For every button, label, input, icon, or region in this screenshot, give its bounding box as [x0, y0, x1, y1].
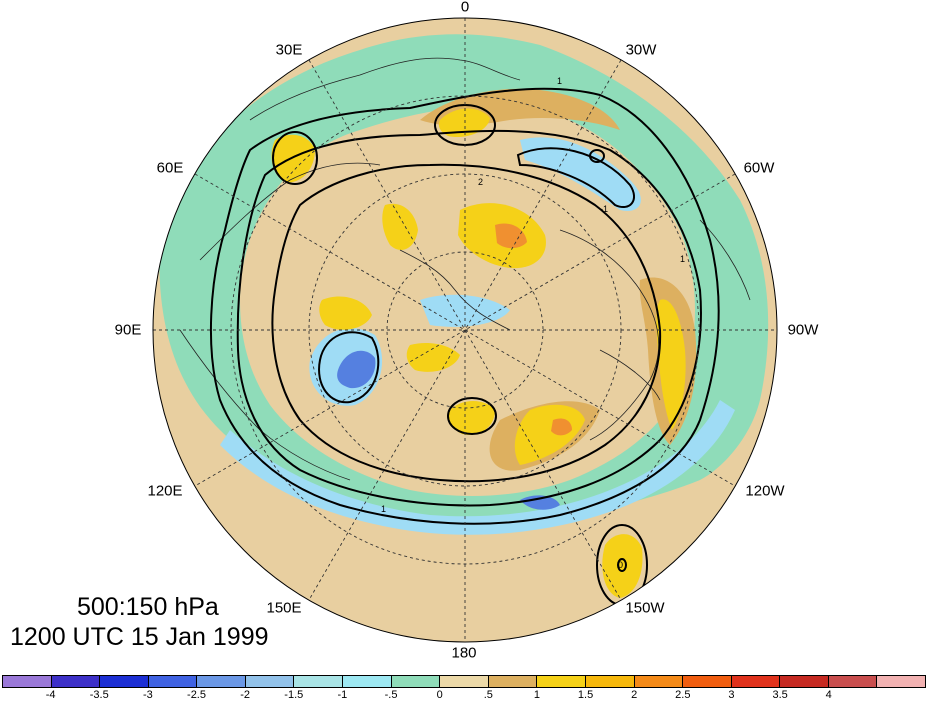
- colorbar-tick-label: 0: [436, 689, 443, 701]
- colorbar-swatch: [683, 676, 732, 687]
- colorbar-swatch: [148, 676, 198, 687]
- map-boundary: [152, 17, 778, 643]
- field-region-yellow-east: [656, 299, 686, 430]
- colorbar-swatch: [877, 676, 925, 687]
- title-time: 1200 UTC 15 Jan 1999: [10, 623, 269, 651]
- contour-label: 1: [557, 76, 562, 86]
- colorbar-tick-label: 1.5: [577, 689, 594, 701]
- colorbar-swatch: [488, 676, 538, 687]
- field-region-blue-center: [420, 294, 510, 327]
- colorbar-tick-label: -4: [45, 689, 56, 701]
- lon-label-60e: 60E: [156, 159, 184, 177]
- colorbar-swatch: [245, 676, 295, 687]
- field-region-orange-southeast: [551, 418, 572, 436]
- colorbar-tick-label: 4: [825, 689, 832, 701]
- colorbar-swatch: [585, 676, 635, 687]
- field-region-yellow-north: [438, 108, 490, 138]
- colorbar-swatch: [3, 676, 52, 687]
- lon-label-30w: 30W: [625, 41, 657, 59]
- contour-label: 1: [680, 254, 685, 264]
- colorbar-tick-label: -1.5: [284, 689, 304, 701]
- field-region-blue-arc: [520, 137, 641, 211]
- lon-label-180: 180: [451, 644, 477, 662]
- map-field: [153, 18, 777, 642]
- lon-label-90w: 90W: [787, 321, 819, 339]
- lon-label-0: 0: [460, 0, 470, 16]
- colorbar-swatch: [828, 676, 878, 687]
- lon-label-150e: 150E: [266, 599, 302, 617]
- contour-label: 1: [381, 504, 386, 514]
- field-region-yellow-southeast: [514, 404, 585, 465]
- colorbar-tick-label: 1: [533, 689, 540, 701]
- colorbar-tick-label: 3.5: [772, 689, 788, 701]
- colorbar-tick-label: -1: [337, 689, 348, 701]
- colorbar-tick-label: -.5: [384, 689, 398, 701]
- lon-label-150w: 150W: [625, 599, 665, 617]
- lon-label-90e: 90E: [114, 321, 142, 339]
- field-region-yellow-west2: [319, 296, 372, 330]
- field-region-yellow-150w: [602, 534, 643, 598]
- colorbar-tick-label: 2.5: [675, 689, 691, 701]
- field-region-yellow-inner-south: [448, 401, 495, 435]
- contour-label: 0: [618, 560, 623, 570]
- field-region-blue-deep: [337, 350, 376, 389]
- contour-label-group: 1 2 1 1 -1 0: [381, 76, 685, 570]
- colorbar-tick-label: .5: [483, 689, 493, 701]
- colorbar-tick-label: -2.5: [187, 689, 206, 701]
- colorbar-swatch: [391, 676, 441, 687]
- colorbar-swatch: [731, 676, 781, 687]
- colorbar-swatch: [780, 676, 829, 687]
- graticule: [153, 18, 777, 642]
- colorbar-tick-label: 2: [631, 689, 638, 701]
- colorbar-swatch: [197, 676, 246, 687]
- colorbar-swatch: [294, 676, 344, 687]
- colorbar-swatch: [343, 676, 392, 687]
- colorbar-swatch: [51, 676, 101, 687]
- colorbar-tick-label: 3: [728, 689, 735, 701]
- colorbar-swatch: [440, 676, 489, 687]
- colorbar-swatch: [537, 676, 586, 687]
- field-region-blue-deep-south: [520, 495, 560, 510]
- colorbar: [2, 675, 926, 688]
- lon-label-120e: 120E: [147, 482, 183, 500]
- title-level: 500:150 hPa: [77, 593, 219, 621]
- coastlines: [179, 57, 751, 481]
- field-region-yellow-west: [382, 203, 418, 250]
- field-region-orange-center-north: [495, 223, 527, 249]
- contour-label: -1: [600, 204, 608, 214]
- lon-label-30e: 30E: [275, 41, 303, 59]
- colorbar-tick-label: -3.5: [89, 689, 109, 701]
- colorbar-tick-label: -2: [240, 689, 251, 701]
- lon-label-120w: 120W: [745, 482, 785, 500]
- field-region-yellow-60e: [271, 134, 315, 183]
- contour-label: 2: [478, 177, 483, 187]
- contours: [209, 87, 720, 606]
- colorbar-swatch: [634, 676, 684, 687]
- field-region-yellow-center: [406, 343, 460, 372]
- lon-label-60w: 60W: [743, 159, 775, 177]
- colorbar-labels: -4 -3.5 -3 -2.5 -2 -1.5 -1 -.5 0 .5 1 1.5 2 2.5 3 3.5 4: [0, 689, 928, 702]
- colorbar-tick-label: -3: [143, 689, 153, 701]
- colorbar-swatch: [100, 676, 149, 687]
